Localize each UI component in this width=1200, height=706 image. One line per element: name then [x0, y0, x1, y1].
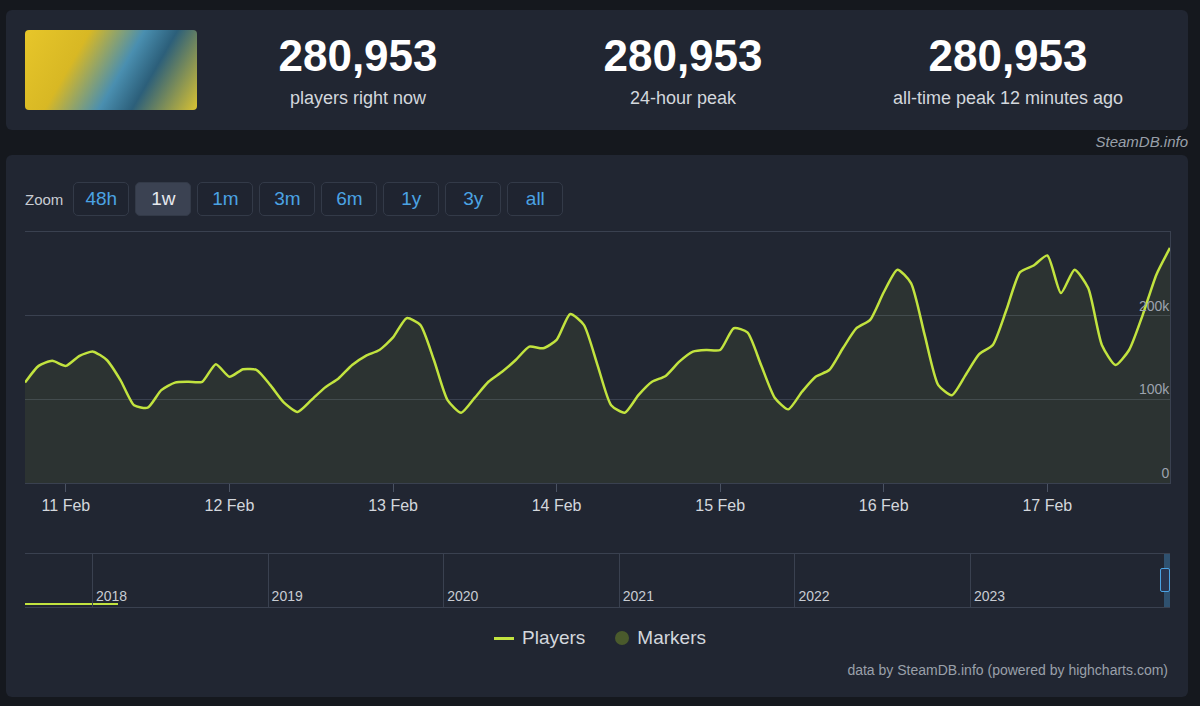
html-text:data by SteamDB.info (powered: data by SteamDB.info (powered by highcha… — [847, 662, 1168, 678]
html-text:1m: 1m — [212, 188, 239, 209]
html-text:1y: 1y — [401, 188, 422, 209]
html-text:Players: Players — [522, 627, 586, 648]
html-text:Zoom: Zoom — [25, 190, 64, 208]
html-text:280,953: 280,953 — [603, 31, 763, 80]
html-text:Markers: Markers — [637, 627, 706, 648]
html-text:1w: 1w — [151, 188, 176, 209]
html-text:280,953: 280,953 — [278, 31, 438, 80]
html-text:all-time peak 12 minutes ago: all-time peak 12 minutes ago — [892, 88, 1124, 108]
svg-text:100k: 100k — [1139, 381, 1170, 397]
html-text:players right now: players right now — [290, 88, 426, 108]
html-text:2018: 2018 — [96, 588, 128, 604]
html-text:SteamDB.info: SteamDB.info — [1095, 133, 1188, 150]
html-text:2019: 2019 — [271, 588, 303, 604]
html-text:24-hour peak: 24-hour peak — [630, 88, 736, 108]
svg-text:16 Feb: 16 Feb — [859, 497, 909, 514]
html-text:2023: 2023 — [974, 588, 1006, 604]
html-text:3m: 3m — [274, 188, 301, 209]
html-text:2022: 2022 — [798, 588, 830, 604]
html-text:6m: 6m — [336, 188, 363, 209]
svg-text:12 Feb: 12 Feb — [205, 497, 255, 514]
svg-text:14 Feb: 14 Feb — [532, 497, 582, 514]
svg-text:200k: 200k — [1139, 298, 1170, 314]
svg-text:15 Feb: 15 Feb — [695, 497, 745, 514]
html-text:2020: 2020 — [447, 588, 479, 604]
html-text:all: all — [525, 188, 545, 209]
html-text:280,953: 280,953 — [928, 31, 1088, 80]
html-text:48h: 48h — [85, 188, 118, 209]
svg-text:11 Feb: 11 Feb — [42, 497, 91, 514]
html-text:2021: 2021 — [622, 588, 654, 604]
svg-text:13 Feb: 13 Feb — [368, 497, 418, 514]
svg-text:17 Feb: 17 Feb — [1022, 497, 1072, 514]
html-text:3y: 3y — [463, 188, 484, 209]
svg-text:0: 0 — [1162, 465, 1170, 481]
